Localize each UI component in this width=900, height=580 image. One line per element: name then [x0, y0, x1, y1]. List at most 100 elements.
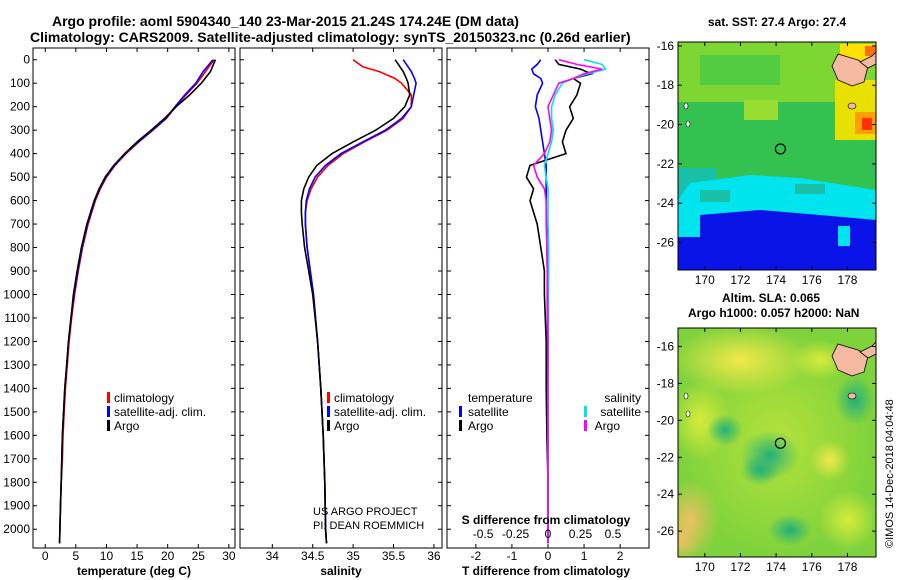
map-y-tick-label: -20	[657, 413, 675, 427]
sst-map-axes: 170 172 174 176 178 -16 -18 -20 -22 -24 -26	[657, 39, 876, 287]
map-x-tick-label: 174	[766, 273, 786, 287]
depth-tick-label: 200	[10, 100, 30, 114]
sla-map-argo-marker	[774, 437, 786, 449]
map-x-tick-label: 174	[766, 560, 786, 574]
map-y-tick-label: -24	[657, 487, 675, 501]
legend-swatch-s-satellite	[584, 406, 587, 417]
map-x-tick-label: 176	[802, 273, 822, 287]
sla-map-field	[678, 328, 876, 557]
depth-tick-label: 400	[10, 147, 30, 161]
depth-tick-label: 300	[10, 123, 30, 137]
sst-map-frame	[677, 41, 877, 271]
sla-map-axes: 170 172 174 176 178 -16 -18 -20 -22 -24 -26	[657, 328, 876, 574]
sst-map-argo-marker	[774, 143, 786, 155]
legend-salinity-head: salinity	[604, 391, 641, 405]
s-tick-label: 0	[545, 527, 552, 541]
difference-lines	[525, 58, 608, 544]
s-tick-label: -0.5	[473, 527, 494, 541]
x-tick-label: 2	[617, 549, 624, 563]
depth-tick-label: 1400	[3, 381, 30, 395]
sla-map-title-line1: Altim. SLA: 0.065	[722, 291, 820, 305]
legend-satellite: satellite-adj. clim.	[114, 405, 206, 419]
depth-tick-label: 1100	[4, 311, 30, 325]
legend-s-satellite: satellite	[600, 405, 641, 419]
map-y-tick-label: -18	[657, 78, 675, 92]
x-tick-label: 35	[346, 549, 360, 563]
imos-timestamp: ©IMOS 14-Dec-2018 04:04:48	[884, 399, 896, 548]
figure-title-line2: Climatology: CARS2009. Satellite-adjuste…	[30, 29, 631, 45]
s-tick-label: 0.5	[605, 527, 622, 541]
map-x-tick-label: 170	[695, 560, 715, 574]
x-tick-label: 10	[100, 549, 114, 563]
series-line-argo	[58, 59, 217, 544]
series-line-temperature-satellite	[530, 59, 549, 544]
map-y-tick-label: -26	[657, 235, 675, 249]
depth-tick-label: 1000	[3, 287, 30, 301]
depth-tick-label: 1200	[3, 334, 30, 348]
legend-climatology: climatology	[334, 391, 394, 405]
map-x-tick-label: 176	[802, 560, 822, 574]
legend-swatch-argo	[327, 420, 330, 431]
temperature-lines	[58, 59, 217, 544]
series-line-satellite-adj-clim-	[58, 59, 214, 544]
legend-satellite: satellite-adj. clim.	[334, 405, 426, 419]
x-tick-label: 20	[161, 549, 175, 563]
series-line-satellite-adj-clim-	[304, 59, 417, 544]
salinity-panel-frame	[239, 47, 443, 549]
map-x-tick-label: 178	[837, 560, 857, 574]
sla-map-title-line2: Argo h1000: 0.057 h2000: NaN	[688, 306, 859, 320]
legend-climatology: climatology	[114, 391, 174, 405]
legend-swatch-climatology	[107, 392, 110, 403]
depth-tick-label: 1600	[3, 428, 30, 442]
legend-s-argo: Argo	[595, 419, 621, 433]
series-line-salinity-satellite	[543, 58, 608, 544]
x-tick-label: 0	[42, 549, 49, 563]
credit-pi: PI: DEAN ROEMMICH	[313, 520, 424, 532]
depth-tick-label: 1500	[3, 405, 30, 419]
salinity-legend: climatology satellite-adj. clim. Argo US…	[313, 391, 426, 532]
map-y-tick-label: -22	[657, 157, 675, 171]
figure-title-line1: Argo profile: aoml 5904340_140 23-Mar-20…	[52, 13, 519, 29]
map-y-tick-label: -18	[657, 376, 675, 390]
s-tick-label: 0.25	[569, 527, 593, 541]
x-tick-label: 5	[73, 549, 80, 563]
legend-swatch-climatology	[327, 392, 330, 403]
legend-t-argo: Argo	[468, 419, 494, 433]
series-line-temperature-argo	[525, 59, 594, 544]
legend-swatch-satellite	[107, 406, 110, 417]
legend-swatch-satellite	[327, 406, 330, 417]
depth-tick-label: 100	[10, 76, 30, 90]
series-line-climatology	[58, 59, 215, 544]
x-tick-label: 1	[581, 549, 588, 563]
x-tick-label: 25	[192, 549, 206, 563]
legend-argo: Argo	[114, 419, 140, 433]
map-y-tick-label: -16	[657, 39, 675, 53]
temperature-xlabel: temperature (deg C)	[77, 564, 191, 578]
map-y-tick-label: -20	[657, 118, 675, 132]
map-y-tick-label: -16	[657, 339, 675, 353]
depth-tick-label: 500	[10, 170, 30, 184]
map-y-tick-label: -22	[657, 450, 675, 464]
depth-tick-label: 600	[10, 194, 30, 208]
x-tick-label: 34.5	[301, 549, 325, 563]
salinity-lines	[300, 59, 417, 544]
legend-swatch-t-argo	[459, 420, 462, 431]
x-axes: 0 5 10 15 20 25 30 34 34.5 35 35.5 36 -2 -1 0 1 2 -0.5 -0.…	[42, 48, 624, 563]
series-line-salinity-argo	[532, 58, 603, 544]
map-x-tick-label: 172	[730, 273, 750, 287]
temperature-legend: climatology satellite-adj. clim. Argo	[107, 391, 206, 433]
depth-tick-label: 800	[10, 241, 30, 255]
depth-tick-label: 1800	[3, 475, 30, 489]
x-tick-label: 30	[222, 549, 236, 563]
depth-tick-label: 0	[23, 53, 30, 67]
depth-tick-label: 1300	[3, 358, 30, 372]
x-tick-label: -1	[507, 549, 518, 563]
x-tick-label: 34	[266, 549, 280, 563]
x-tick-label: 36	[427, 549, 441, 563]
series-line-argo	[300, 59, 411, 544]
map-x-tick-label: 178	[837, 273, 857, 287]
x-tick-label: 0	[545, 549, 552, 563]
series-line-climatology	[304, 59, 413, 544]
depth-axis: 0 100 200 300 400 500 600 700 800 900 1000 1100 1200…	[3, 53, 649, 536]
